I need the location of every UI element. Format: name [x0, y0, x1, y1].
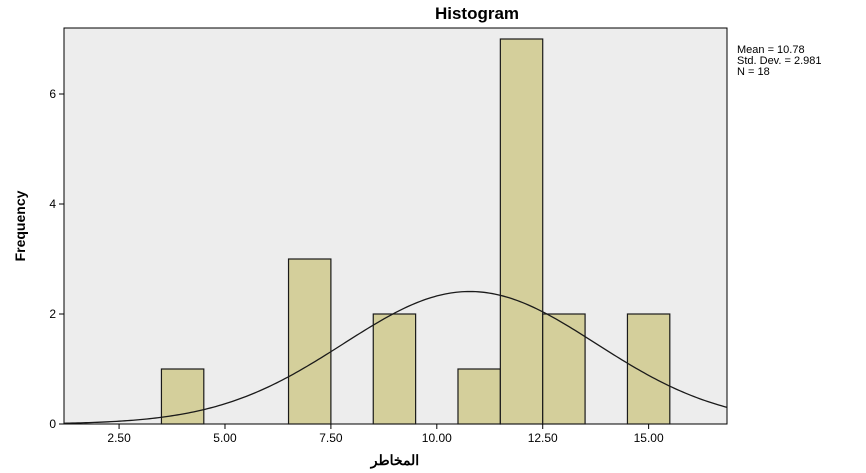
- normal-curve-layer: [63, 290, 728, 424]
- stat-mean: Mean = 10.78: [737, 44, 805, 56]
- stat-n: N = 18: [737, 66, 770, 78]
- histogram-bar-4: [499, 38, 544, 425]
- chart-title: Histogram: [435, 4, 519, 23]
- histogram-bar-2: [372, 313, 417, 425]
- y-tick-label-2: 4: [49, 197, 56, 211]
- stat-std-dev: Std. Dev. = 2.981: [737, 55, 822, 67]
- histogram-bar-3: [457, 368, 501, 425]
- y-tick-label-3: 6: [49, 87, 56, 101]
- histogram-bar-1: [287, 258, 332, 425]
- bars-layer: [160, 38, 671, 425]
- y-tick-label-0: 0: [49, 417, 56, 431]
- histogram-bar-0: [160, 368, 205, 425]
- x-tick-label-0: 2.50: [107, 431, 131, 445]
- x-tick-label-1: 5.00: [213, 431, 237, 445]
- y-axis-label: Frequency: [12, 190, 28, 261]
- histogram-bar-5: [542, 313, 586, 425]
- x-tick-label-5: 15.00: [634, 431, 664, 445]
- x-tick-label-4: 12.50: [528, 431, 558, 445]
- stats-legend: Mean = 10.78 Std. Dev. = 2.981 N = 18: [737, 44, 822, 78]
- x-tick-label-2: 7.50: [319, 431, 343, 445]
- x-axis-label: المخاطر: [370, 452, 419, 469]
- y-tick-label-1: 2: [49, 307, 56, 321]
- axes-layer: 2.50 5.00 7.50 10.00 12.50 15.00 0 2 4 6: [49, 87, 664, 445]
- histogram-bar-6: [626, 313, 671, 425]
- x-tick-label-3: 10.00: [422, 431, 452, 445]
- normal-curve-line: [63, 290, 728, 424]
